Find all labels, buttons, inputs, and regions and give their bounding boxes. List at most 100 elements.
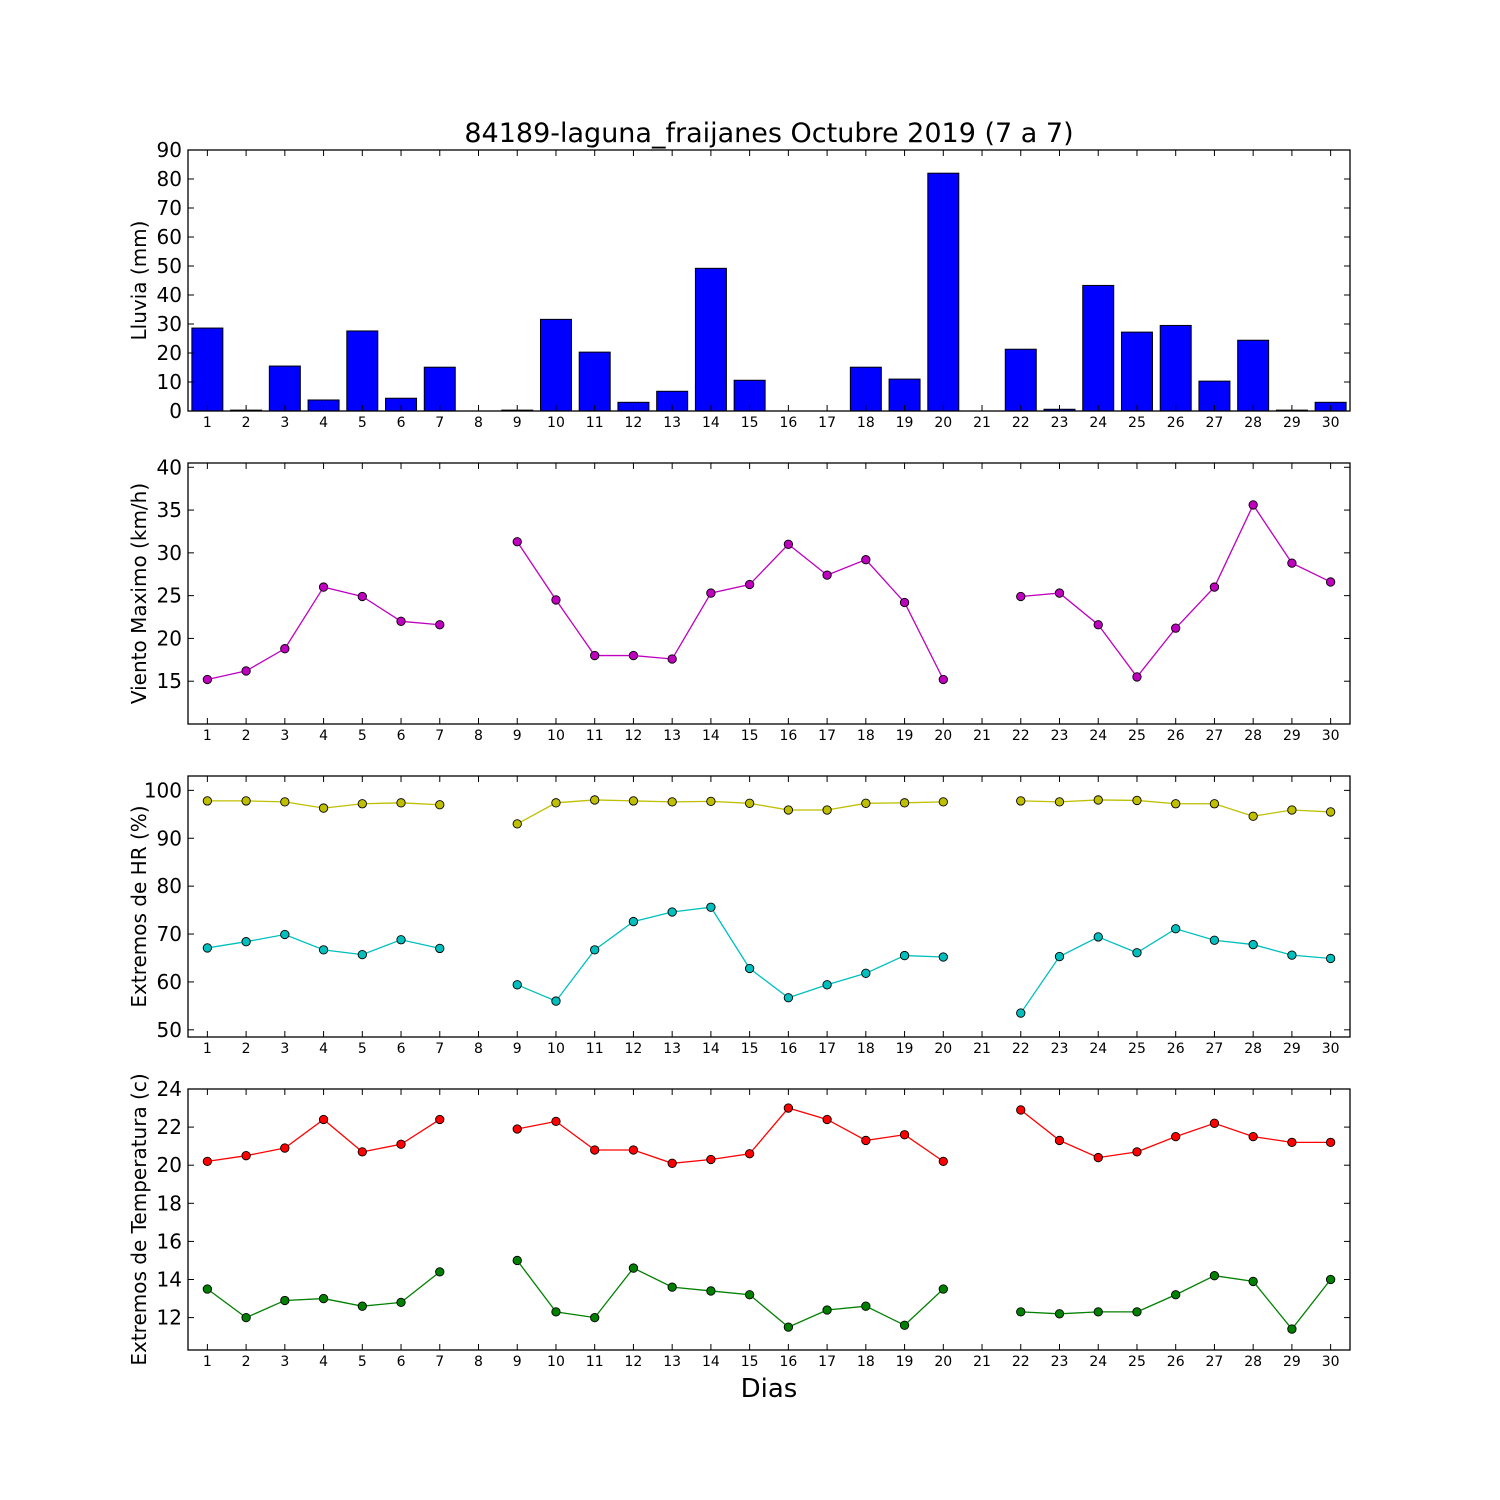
wind-series-1-point-day-16 [783, 539, 794, 549]
x-tick-label: 28 [1244, 1354, 1262, 1370]
humidity-series-2-point-day-2 [241, 937, 251, 947]
x-tick-label: 26 [1167, 728, 1185, 744]
rain-bar-day-14 [694, 267, 727, 412]
y-tick-label: 40 [157, 283, 182, 307]
x-tick-label: 12 [625, 415, 643, 431]
humidity-series-1-point-day-28 [1248, 811, 1258, 821]
humidity-series-2-point-day-18 [861, 968, 871, 978]
y-tick-label: 18 [157, 1191, 182, 1215]
x-tick-label: 12 [625, 1354, 643, 1370]
x-tick-label: 1 [203, 1041, 212, 1057]
x-tick-label: 17 [818, 728, 836, 744]
humidity-series-1-point-day-17 [822, 805, 832, 815]
wind-series-1-point-day-26 [1171, 623, 1181, 633]
humidity-series-1-point-day-22 [1016, 796, 1026, 806]
x-tick-label: 27 [1206, 728, 1224, 744]
temperature-series-2-point-day-5 [357, 1301, 367, 1311]
x-tick-label: 30 [1322, 1354, 1340, 1370]
x-tick-label: 1 [203, 415, 212, 431]
x-tick-label: 3 [280, 415, 289, 431]
humidity-series-2-point-day-28 [1248, 939, 1258, 950]
wind-series-1-point-day-9 [512, 537, 522, 547]
y-tick-label: 70 [157, 922, 182, 946]
temperature-series-1-point-day-10 [551, 1116, 561, 1127]
x-tick-label: 16 [779, 1041, 797, 1057]
x-tick-label: 8 [474, 415, 483, 431]
x-tick-label: 15 [741, 1354, 759, 1370]
temperature-series-1-point-day-12 [628, 1145, 639, 1155]
wind-series-1-point-day-3 [280, 644, 290, 654]
humidity-series-1-point-day-3 [280, 797, 290, 807]
x-tick-label: 11 [586, 728, 604, 744]
x-tick-label: 18 [857, 1041, 875, 1057]
plot-frame [187, 149, 1351, 412]
x-tick-label: 13 [663, 728, 681, 744]
x-tick-label: 30 [1322, 1041, 1340, 1057]
x-tick-label: 9 [513, 415, 522, 431]
y-tick-label: 25 [157, 584, 182, 608]
wind-series-1-point-day-17 [822, 570, 832, 580]
humidity-series-1-point-day-19 [899, 798, 910, 808]
humidity-series-1-point-day-18 [861, 798, 871, 808]
x-tick-label: 5 [358, 1354, 367, 1370]
x-tick-label: 3 [280, 728, 289, 744]
x-tick-label: 21 [973, 1041, 991, 1057]
temperature-series-1-point-day-6 [396, 1139, 406, 1149]
temperature-series-1-point-day-3 [280, 1143, 290, 1153]
humidity-series-2-point-day-1 [202, 943, 213, 953]
temperature-series-1-point-day-23 [1054, 1135, 1065, 1146]
x-tick-label: 29 [1283, 1354, 1301, 1370]
humidity-series-1-point-day-12 [628, 796, 639, 806]
humidity-series-1-point-day-25 [1132, 795, 1142, 806]
x-tick-label: 21 [973, 415, 991, 431]
humidity-series-2-point-day-24 [1093, 932, 1103, 942]
temperature-series-1-line [517, 1107, 944, 1164]
y-tick-label: 80 [157, 874, 182, 898]
x-tick-label: 20 [934, 728, 952, 744]
humidity-series-2-point-day-7 [435, 943, 445, 954]
humidity-series-2-point-day-27 [1209, 935, 1220, 945]
humidity-series-1-point-day-29 [1287, 805, 1297, 815]
x-tick-label: 20 [934, 1041, 952, 1057]
x-tick-label: 27 [1206, 1354, 1224, 1370]
humidity-series-1-point-day-1 [202, 796, 213, 806]
wind-series-1-point-day-27 [1209, 582, 1220, 592]
humidity-series-2-point-day-4 [318, 945, 329, 955]
temperature-series-2-point-day-26 [1171, 1290, 1181, 1300]
rain-bar-day-10 [539, 318, 572, 412]
x-tick-label: 23 [1051, 728, 1069, 744]
humidity-series-1-point-day-26 [1171, 799, 1181, 809]
x-tick-label: 23 [1051, 1041, 1069, 1057]
y-axis-label: Extremos de HR (%) [127, 805, 151, 1007]
humidity-series-1-point-day-15 [744, 798, 755, 808]
x-tick-label: 17 [818, 415, 836, 431]
temperature-series-1-point-day-28 [1248, 1131, 1258, 1142]
x-tick-label: 2 [242, 1041, 251, 1057]
humidity-series-2-point-day-9 [512, 980, 522, 990]
wind-series-1-point-day-24 [1093, 620, 1103, 630]
temperature-series-2-point-day-18 [861, 1301, 871, 1311]
x-tick-label: 18 [857, 728, 875, 744]
wind-series-1-line [516, 541, 944, 680]
x-tick-label: 11 [586, 1354, 604, 1370]
humidity-series-2-point-day-22 [1016, 1008, 1026, 1018]
x-tick-label: 9 [513, 1041, 522, 1057]
y-tick-label: 60 [157, 225, 182, 249]
wind-series-1-point-day-12 [628, 650, 639, 661]
x-tick-label: 23 [1051, 415, 1069, 431]
wind-series-1-point-day-29 [1287, 558, 1297, 568]
humidity-series-2-point-day-30 [1325, 953, 1336, 964]
x-tick-label: 22 [1012, 728, 1030, 744]
x-tick-label: 14 [702, 728, 720, 744]
humidity-series-2-point-day-20 [938, 952, 948, 962]
temperature-series-2-line [516, 1260, 944, 1328]
temperature-series-1-point-day-26 [1171, 1131, 1181, 1142]
humidity-series-2-point-day-14 [706, 902, 716, 912]
humidity-series-2-point-day-16 [783, 993, 794, 1003]
y-axis-label: Viento Maximo (km/h) [127, 483, 151, 704]
wind-series-1-point-day-4 [318, 582, 329, 592]
humidity-series-1-point-day-16 [783, 805, 794, 815]
